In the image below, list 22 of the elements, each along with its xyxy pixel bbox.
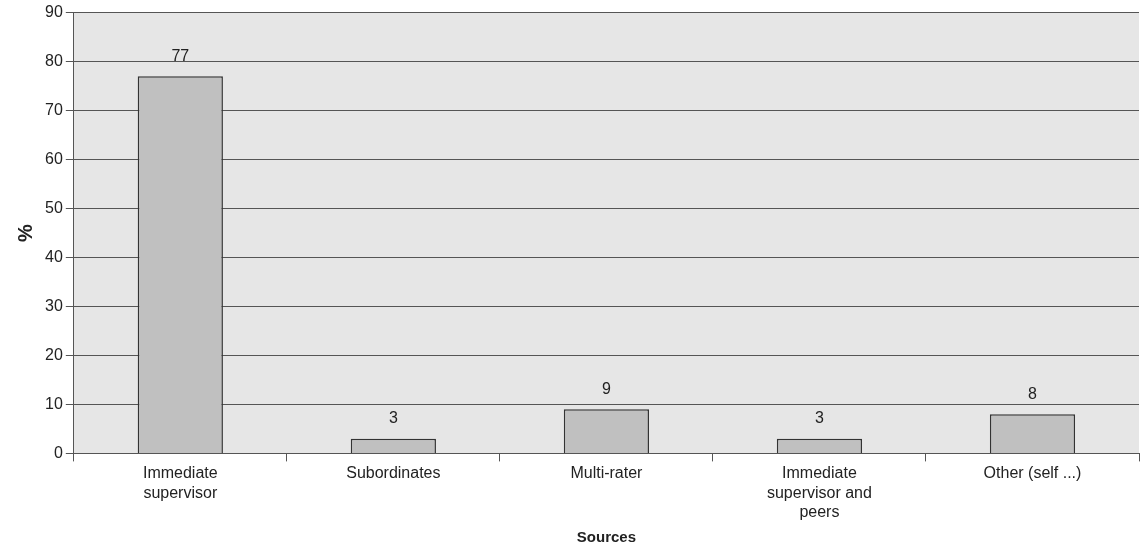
data-label: 3 xyxy=(814,409,824,427)
data-label: 9 xyxy=(601,379,611,397)
data-label: 8 xyxy=(1028,384,1038,402)
data-label: 3 xyxy=(388,409,398,427)
y-tick-label: 40 xyxy=(45,247,63,265)
y-tick-label: 50 xyxy=(45,198,63,216)
y-tick-label: 0 xyxy=(53,443,63,461)
x-tick-label: Subordinates xyxy=(346,464,441,482)
x-tick-label: Multi-rater xyxy=(570,464,644,482)
x-tick-label: Other (self ...) xyxy=(983,464,1082,482)
y-tick-label: 30 xyxy=(45,296,63,314)
y-tick-label: 10 xyxy=(45,394,63,412)
x-tick-label: Immediate supervisor xyxy=(142,464,218,501)
y-axis-title: % xyxy=(13,223,36,242)
data-label: 77 xyxy=(171,46,190,64)
y-tick-label: 70 xyxy=(45,100,63,118)
x-tick-label: Immediate supervisor and peers xyxy=(766,464,872,520)
y-tick-label: 90 xyxy=(45,3,63,21)
x-axis-title: Sources xyxy=(576,528,636,546)
y-tick-label: 20 xyxy=(45,345,63,363)
y-tick-label: 60 xyxy=(45,149,63,167)
y-tick-label: 80 xyxy=(45,51,63,69)
